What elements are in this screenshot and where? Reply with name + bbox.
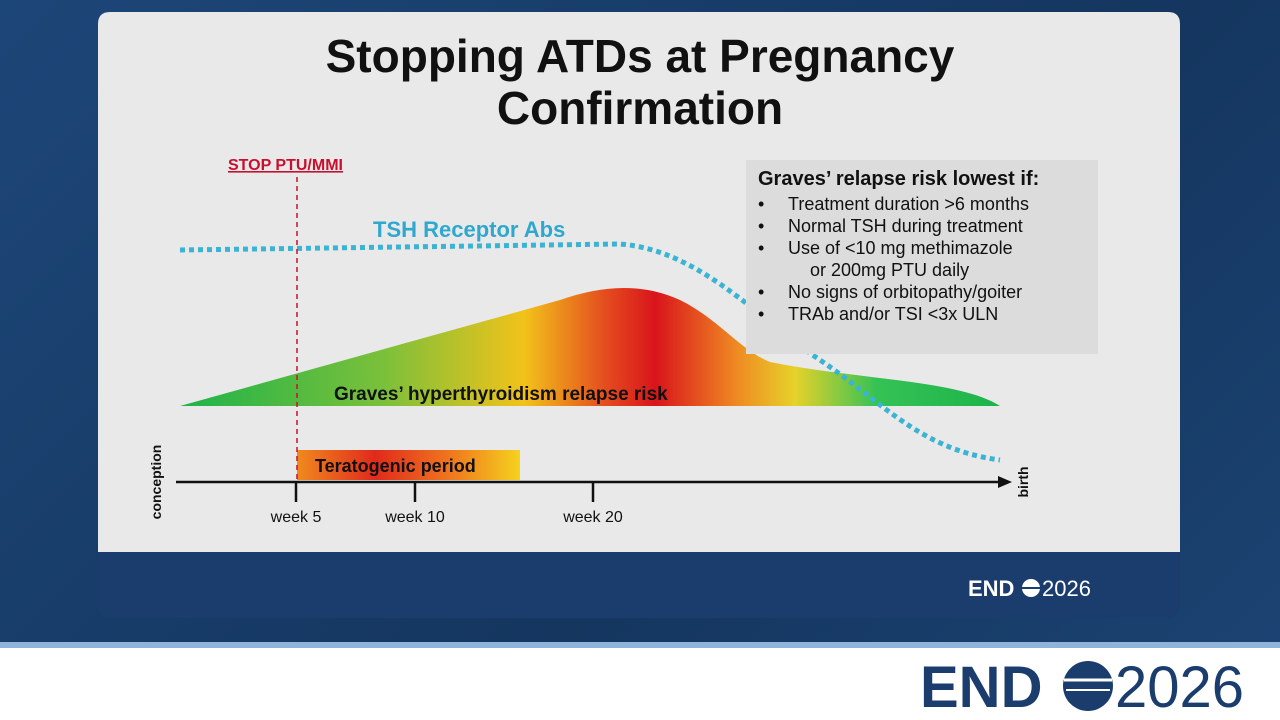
bullet-text: TRAb and/or TSI <3x ULN [788, 304, 999, 324]
axis-arrow [998, 476, 1012, 488]
bullet-text: Treatment duration >6 months [788, 194, 1029, 214]
axis-start: conception [148, 445, 164, 520]
footer-logo-globe [1063, 661, 1113, 711]
stop-label: STOP PTU/MMI [228, 157, 343, 174]
slide-title: Stopping ATDs at Pregnancy Confirmation [325, 30, 955, 134]
logo-left: END [968, 576, 1014, 601]
info-box-title: Graves’ relapse risk lowest if: [758, 168, 1040, 190]
bullet-text: No signs of orbitopathy/goiter [788, 282, 1023, 302]
tick-label: week 20 [562, 509, 623, 526]
logo-right: 2026 [1042, 576, 1091, 601]
footer-logo-left: END [920, 655, 1042, 720]
bullet-text: Normal TSH during treatment [788, 216, 1023, 236]
bullet: No signs of orbitopathy/goiter [758, 281, 1098, 303]
relapse-label: Graves’ hyperthyroidism relapse risk [334, 384, 668, 405]
bullet-list: Treatment duration >6 monthsNormal TSH d… [746, 193, 1098, 325]
tsh-label: TSH Receptor Abs [373, 217, 565, 242]
teratogenic-bar [297, 450, 520, 480]
footer-logo-right: 2026 [1115, 655, 1244, 720]
bullet: Treatment duration >6 months [758, 193, 1098, 215]
footer-rule [0, 642, 1280, 648]
relapse-hill [180, 287, 1000, 406]
bullet-text: or 200mg PTU daily [810, 260, 970, 280]
axis-end: birth [1015, 466, 1031, 497]
bullet: TRAb and/or TSI <3x ULN [758, 303, 1098, 325]
teratogenic-label: Teratogenic period [315, 456, 476, 476]
bullet-text: Use of <10 mg methimazole [788, 238, 1013, 258]
tsh-line [179, 241, 1001, 463]
info-box: Graves’ relapse risk lowest if: Treatmen… [746, 160, 1098, 354]
slide-card [98, 12, 1180, 552]
tick-label: week 10 [384, 509, 445, 526]
bullet: Normal TSH during treatment [758, 215, 1098, 237]
tick-label: week 5 [270, 509, 322, 526]
